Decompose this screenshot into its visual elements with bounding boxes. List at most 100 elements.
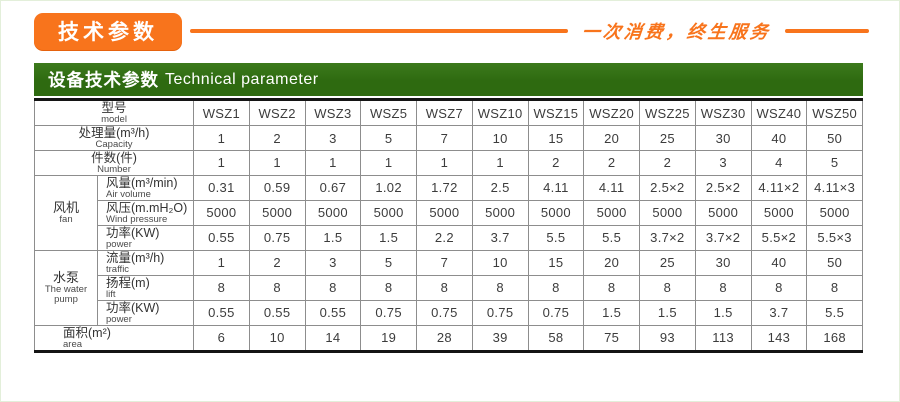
table-cell: 1 bbox=[248, 150, 306, 176]
table-cell: 5 bbox=[806, 150, 863, 176]
parameter-table-wrapper: 型号 model WSZ1 WSZ2 WSZ3 WSZ5 WSZ7 WSZ10 WSZ15 WSZ… bbox=[34, 98, 863, 353]
table-cell: 168 bbox=[806, 324, 863, 353]
section-badge: 技术参数 bbox=[34, 12, 182, 50]
table-cell: 2.2 bbox=[416, 224, 473, 251]
table-cell: WSZ1 bbox=[193, 98, 250, 127]
table-cell: 30 bbox=[694, 125, 752, 151]
table-cell: 0.75 bbox=[471, 299, 529, 326]
table-cell: 3 bbox=[304, 249, 362, 276]
table-cell: WSZ5 bbox=[360, 98, 417, 127]
table-cell: 40 bbox=[750, 125, 808, 151]
table-cell: 3 bbox=[304, 125, 362, 151]
table-cell: 5000 bbox=[248, 199, 306, 226]
table-cell: 5000 bbox=[471, 199, 529, 226]
row-label: 面积(m²) area bbox=[34, 324, 194, 353]
table-cell: 0.75 bbox=[527, 299, 585, 326]
table-cell: 2 bbox=[248, 249, 306, 276]
table-cell: 1.5 bbox=[583, 299, 640, 326]
table-cell: 1 bbox=[471, 150, 529, 176]
table-cell: 5000 bbox=[750, 199, 808, 226]
table-cell: 25 bbox=[639, 125, 696, 151]
table-cell: 10 bbox=[471, 249, 529, 276]
table-cell: 1.5 bbox=[694, 299, 752, 326]
table-cell: 75 bbox=[583, 324, 640, 353]
table-row: 型号 model WSZ1 WSZ2 WSZ3 WSZ5 WSZ7 WSZ10 WSZ15 WSZ… bbox=[34, 98, 863, 127]
table-cell: 10 bbox=[471, 125, 529, 151]
table-cell: 8 bbox=[750, 274, 808, 301]
table-cell: 8 bbox=[248, 274, 306, 301]
table-cell: 5000 bbox=[416, 199, 473, 226]
table-cell: 0.31 bbox=[193, 174, 250, 201]
table-cell: 5000 bbox=[806, 199, 863, 226]
table-cell: 3.7 bbox=[471, 224, 529, 251]
table-cell: 40 bbox=[750, 249, 808, 276]
table-cell: 1 bbox=[193, 249, 250, 276]
table-cell: WSZ30 bbox=[694, 98, 752, 127]
table-cell: 20 bbox=[583, 249, 640, 276]
table-cell: 0.55 bbox=[193, 299, 250, 326]
table-cell: 2.5×2 bbox=[639, 174, 696, 201]
row-label: 功率(KW) power bbox=[97, 299, 194, 326]
table-row: 功率(KW) power 0.55 0.75 1.5 1.5 2.2 3.7 5.5 5.5 3.7… bbox=[35, 224, 863, 251]
table-cell: 0.59 bbox=[248, 174, 306, 201]
table-cell: WSZ10 bbox=[471, 98, 529, 127]
table-cell: 25 bbox=[639, 249, 696, 276]
table-cell: WSZ40 bbox=[750, 98, 808, 127]
row-label: 件数(件) Number bbox=[34, 150, 194, 176]
table-cell: 0.75 bbox=[360, 299, 417, 326]
divider-line-right bbox=[785, 29, 869, 33]
table-cell: 8 bbox=[304, 274, 362, 301]
table-cell: 3.7 bbox=[750, 299, 808, 326]
table-cell: 2 bbox=[639, 150, 696, 176]
table-cell: 0.55 bbox=[193, 224, 250, 251]
table-cell: 5000 bbox=[583, 199, 640, 226]
row-label: 扬程(m) lift bbox=[97, 274, 194, 301]
row-label: 型号 model bbox=[34, 98, 194, 127]
parameter-table: 型号 model WSZ1 WSZ2 WSZ3 WSZ5 WSZ7 WSZ10 WSZ15 WSZ… bbox=[34, 98, 863, 353]
table-cell: 8 bbox=[639, 274, 696, 301]
table-cell: 4 bbox=[750, 150, 808, 176]
table-row: 风压(m.mH₂O) Wind pressure 5000 5000 5000 5000 5… bbox=[35, 199, 863, 226]
table-cell: WSZ3 bbox=[304, 98, 362, 127]
table-cell: 30 bbox=[694, 249, 752, 276]
table-cell: 8 bbox=[806, 274, 863, 301]
row-label: 风量(m³/min) Air volume bbox=[97, 174, 194, 201]
table-row: 处理量(m³/h) Capacity 1 2 3 5 7 10 15 20 25 30 40 50 bbox=[34, 125, 863, 151]
table-cell: 8 bbox=[583, 274, 640, 301]
table-cell: 7 bbox=[416, 125, 473, 151]
table-cell: 1.02 bbox=[360, 174, 417, 201]
table-cell: 4.11×2 bbox=[750, 174, 808, 201]
table-cell: 50 bbox=[806, 125, 863, 151]
table-cell: 5000 bbox=[694, 199, 752, 226]
table-cell: 0.67 bbox=[304, 174, 362, 201]
table-cell: 1 bbox=[193, 125, 250, 151]
table-cell: 8 bbox=[471, 274, 529, 301]
table-cell: 14 bbox=[304, 324, 362, 353]
table-cell: 1.72 bbox=[416, 174, 473, 201]
table-cell: 20 bbox=[583, 125, 640, 151]
table-cell: 15 bbox=[527, 249, 585, 276]
table-cell: WSZ50 bbox=[806, 98, 863, 127]
table-cell: 1.5 bbox=[304, 224, 362, 251]
table-cell: 5 bbox=[360, 249, 417, 276]
table-cell: 6 bbox=[193, 324, 250, 353]
table-cell: 2 bbox=[248, 125, 306, 151]
table-cell: 5 bbox=[360, 125, 417, 151]
table-cell: 113 bbox=[694, 324, 752, 353]
table-row: 面积(m²) area 6 10 14 19 28 39 58 75 93 113 143 168 bbox=[34, 324, 863, 353]
table-cell: 5.5 bbox=[806, 299, 863, 326]
top-bar: 技术参数 一次消费，终生服务 bbox=[1, 1, 900, 61]
table-cell: 5.5×3 bbox=[806, 224, 863, 251]
table-cell: 4.11×3 bbox=[806, 174, 863, 201]
table-cell: 8 bbox=[694, 274, 752, 301]
divider-line-left bbox=[190, 29, 568, 33]
table-title-zh: 设备技术参数 bbox=[48, 70, 159, 90]
table-cell: 5.5 bbox=[527, 224, 585, 251]
table-cell: 5000 bbox=[193, 199, 250, 226]
table-cell: 1 bbox=[304, 150, 362, 176]
table-cell: 5.5×2 bbox=[750, 224, 808, 251]
table-cell: 0.75 bbox=[416, 299, 473, 326]
table-cell: 8 bbox=[416, 274, 473, 301]
table-row: 功率(KW) power 0.55 0.55 0.55 0.75 0.75 0.75 0.75 1… bbox=[35, 299, 863, 326]
